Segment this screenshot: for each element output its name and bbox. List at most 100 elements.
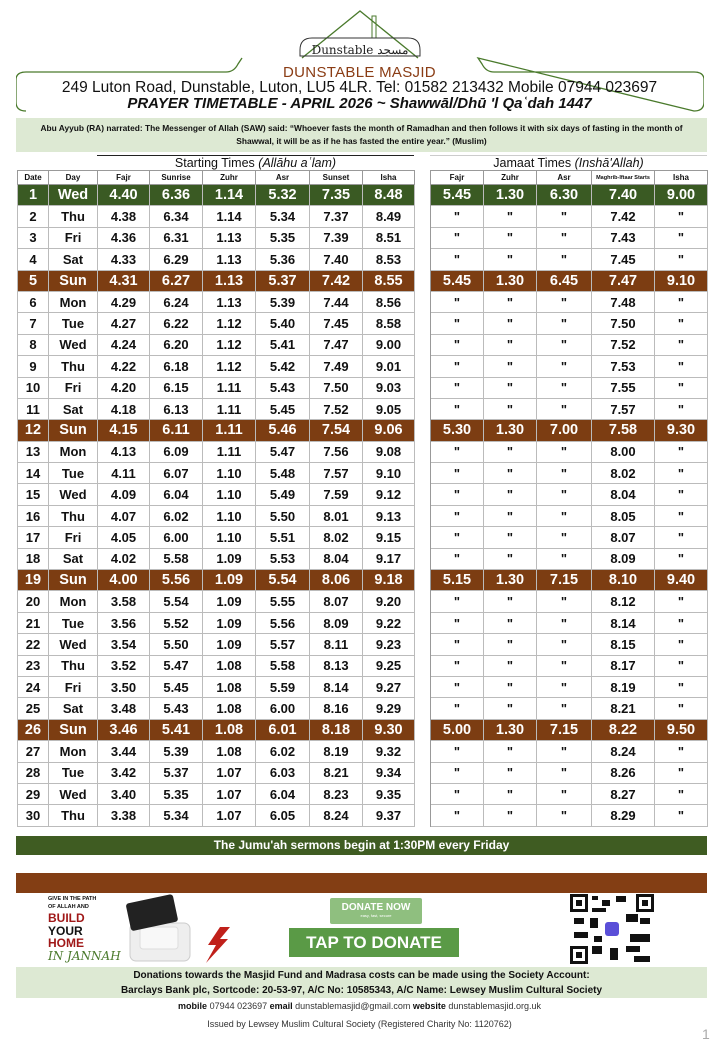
cell-zuhr: 1.09 [202, 569, 256, 592]
donate-now-button[interactable]: DONATE NOW easy, fast, secure [330, 898, 422, 924]
cell-sunrise: 6.11 [149, 419, 203, 442]
cell-jamaat-asr: " [536, 697, 592, 720]
cell-maghrib: 7.42 [591, 205, 655, 228]
column-gap [414, 377, 431, 399]
column-gap [414, 355, 431, 378]
cell-fajr: 4.40 [97, 183, 150, 207]
cell-date: 3 [17, 226, 49, 250]
cell-jamaat-asr: " [536, 526, 592, 549]
table-row: 3 Fri 4.36 6.31 1.13 5.35 7.39 8.51 " " " 7.43 " [17, 226, 708, 250]
promo-home: HOME [48, 936, 84, 950]
table-row: 17 Fri 4.05 6.00 1.10 5.51 8.02 9.15 " " " 8.07 " [17, 526, 708, 549]
qr-code-icon[interactable] [570, 894, 654, 964]
cell-isha: 9.05 [362, 397, 415, 421]
cell-date: 23 [17, 654, 49, 677]
cell-asr: 5.36 [255, 248, 310, 271]
cell-day: Thu [48, 504, 98, 528]
column-gap [414, 291, 431, 313]
cell-maghrib: 8.09 [591, 547, 655, 571]
cell-zuhr: 1.11 [202, 440, 256, 464]
cell-jamaat-zuhr: " [483, 697, 537, 720]
svg-text:Dunstable مسجد: Dunstable مسجد [312, 43, 409, 57]
cell-sunrise: 6.04 [149, 483, 203, 506]
cell-day: Thu [48, 804, 98, 827]
website-link[interactable]: dunstablemasjid.org.uk [448, 1001, 541, 1011]
cell-jamaat-zuhr: " [483, 248, 537, 271]
cell-asr: 5.49 [255, 483, 310, 506]
cell-sunset: 8.16 [309, 697, 363, 720]
cell-isha: 9.00 [362, 333, 415, 357]
cell-jamaat-zuhr: " [483, 397, 537, 421]
cell-isha: 9.37 [362, 804, 415, 827]
cell-sunrise: 6.02 [149, 504, 203, 528]
column-gap [414, 248, 431, 271]
cell-day: Sun [48, 718, 98, 742]
cell-day: Sun [48, 269, 98, 292]
cell-asr: 5.35 [255, 226, 310, 250]
cell-jamaat-zuhr: " [483, 312, 537, 335]
card-reader-icon [126, 894, 230, 963]
cell-day: Sat [48, 248, 98, 271]
cell-jamaat-zuhr: " [483, 782, 537, 806]
column-gap [414, 762, 431, 784]
cell-sunset: 8.24 [309, 804, 363, 827]
cell-zuhr: 1.08 [202, 718, 256, 742]
cell-date: 27 [17, 740, 49, 763]
cell-day: Fri [48, 226, 98, 250]
cell-fajr: 4.00 [97, 569, 150, 592]
jumuah-banner: The Jumu'ah sermons begin at 1:30PM ever… [16, 836, 707, 855]
tap-to-donate-button[interactable]: TAP TO DONATE [289, 928, 459, 957]
table-row: 13 Mon 4.13 6.09 1.11 5.47 7.56 9.08 " " " 8.00 " [17, 440, 708, 464]
cell-day: Wed [48, 782, 98, 806]
cell-zuhr: 1.13 [202, 248, 256, 271]
cell-fajr: 4.07 [97, 504, 150, 528]
cell-date: 7 [17, 312, 49, 335]
cell-isha: 9.32 [362, 740, 415, 763]
cell-jamaat-isha: " [654, 782, 708, 806]
table-row: 8 Wed 4.24 6.20 1.12 5.41 7.47 9.00 " " " 7.52 " [17, 333, 708, 357]
cell-isha: 9.15 [362, 526, 415, 549]
column-gap [414, 184, 431, 206]
cell-sunrise: 6.24 [149, 290, 203, 314]
cell-sunset: 8.13 [309, 654, 363, 677]
cell-maghrib: 8.21 [591, 697, 655, 720]
cell-isha: 8.48 [362, 183, 415, 207]
cell-jamaat-isha: " [654, 504, 708, 528]
column-gap [414, 205, 431, 228]
cell-fajr: 3.56 [97, 611, 150, 635]
table-row: 16 Thu 4.07 6.02 1.10 5.50 8.01 9.13 " " " 8.05 " [17, 504, 708, 528]
cell-zuhr: 1.10 [202, 462, 256, 485]
cell-jamaat-fajr: " [430, 226, 484, 250]
cell-jamaat-asr: " [536, 761, 592, 784]
cell-asr: 5.42 [255, 355, 310, 378]
table-row: 10 Fri 4.20 6.15 1.11 5.43 7.50 9.03 " " " 7.55 " [17, 376, 708, 399]
cell-jamaat-zuhr: " [483, 376, 537, 399]
table-row: 30 Thu 3.38 5.34 1.07 6.05 8.24 9.37 " " " 8.29 " [17, 804, 708, 827]
cell-sunset: 8.06 [309, 569, 363, 592]
cell-sunrise: 6.34 [149, 205, 203, 228]
cell-maghrib: 7.58 [591, 419, 655, 442]
cell-date: 30 [17, 804, 49, 827]
cell-sunset: 8.23 [309, 782, 363, 806]
cell-sunset: 7.45 [309, 312, 363, 335]
cell-date: 28 [17, 761, 49, 784]
cell-fajr: 3.50 [97, 675, 150, 699]
cell-maghrib: 8.07 [591, 526, 655, 549]
donate-now-sub: easy, fast, secure [360, 913, 392, 918]
cell-maghrib: 7.43 [591, 226, 655, 250]
cell-date: 25 [17, 697, 49, 720]
cell-date: 17 [17, 526, 49, 549]
table-row: 29 Wed 3.40 5.35 1.07 6.04 8.23 9.35 " " " 8.27 " [17, 782, 708, 806]
promo-build: BUILD [48, 911, 85, 925]
cell-date: 16 [17, 504, 49, 528]
header-sunset: Sunset [309, 170, 363, 185]
cell-jamaat-fajr: " [430, 483, 484, 506]
cell-zuhr: 1.09 [202, 547, 256, 571]
email-link[interactable]: dunstablemasjid@gmail.com [295, 1001, 411, 1011]
cell-jamaat-asr: 7.00 [536, 419, 592, 442]
starting-times-heading: Starting Times (Allāhu aʿlam) [97, 155, 414, 170]
cell-jamaat-isha: " [654, 397, 708, 421]
cell-jamaat-fajr: 5.45 [430, 183, 484, 207]
cell-jamaat-fajr: " [430, 654, 484, 677]
promo-jannah: IN JANNAH [48, 948, 121, 963]
